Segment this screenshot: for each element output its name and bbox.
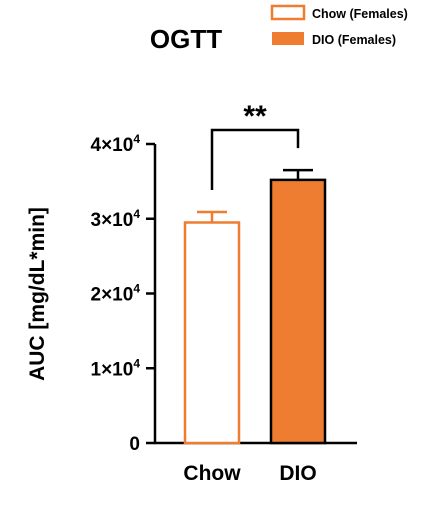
y-axis-label: AUC [mg/dL*min] xyxy=(26,207,49,381)
legend-label-dio: DIO (Females) xyxy=(312,33,396,47)
y-tick-label: 3×104 xyxy=(91,207,141,231)
legend-swatch-dio xyxy=(272,32,304,45)
y-tick-label: 4×104 xyxy=(91,132,141,156)
bar-dio xyxy=(269,178,327,445)
y-ticks: 0 1×104 2×104 3×104 4×104 xyxy=(91,132,155,455)
bar-chow xyxy=(183,221,241,445)
legend-label-chow: Chow (Females) xyxy=(312,7,408,21)
x-tick-label-chow: Chow xyxy=(183,462,241,485)
x-tick-label-dio: DIO xyxy=(279,462,316,485)
legend: Chow (Females) DIO (Females) xyxy=(270,4,408,47)
legend-swatch-chow xyxy=(270,4,306,21)
y-tick-label: 0 xyxy=(129,434,140,455)
y-tick-label: 2×104 xyxy=(91,282,141,306)
bars xyxy=(183,168,327,445)
chart-title: OGTT xyxy=(150,24,222,54)
y-tick-label: 1×104 xyxy=(91,356,141,380)
significance-label: ** xyxy=(243,100,267,133)
significance-bracket-line xyxy=(210,128,300,191)
significance-bracket: ** xyxy=(210,100,300,191)
